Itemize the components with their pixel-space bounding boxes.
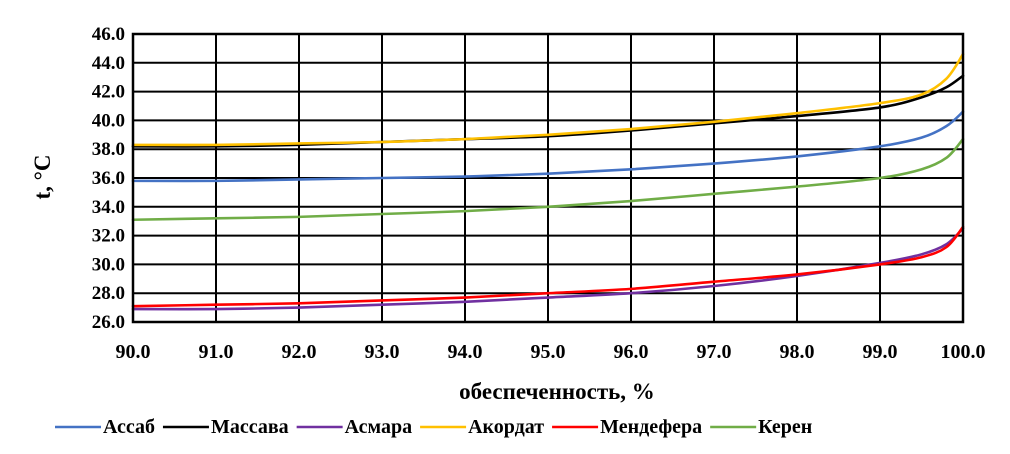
legend-item: Акордат — [420, 416, 544, 438]
series-line-Керен — [131, 137, 965, 222]
y-tick-label: 38.0 — [92, 139, 125, 160]
legend-label: Мендефера — [600, 416, 702, 438]
legend-item: Керен — [710, 416, 812, 438]
series-lines — [131, 52, 965, 311]
legend-item: Массава — [162, 416, 289, 438]
y-tick-label: 34.0 — [92, 197, 125, 218]
y-tick-label: 30.0 — [92, 254, 125, 275]
x-tick-label: 95.0 — [531, 341, 566, 363]
series-line-Акордат — [131, 52, 965, 147]
series-line-Ассаб — [131, 110, 965, 183]
series-line-Асмара — [131, 227, 965, 311]
legend-label: Асмара — [345, 416, 412, 438]
x-tick-label: 97.0 — [697, 341, 732, 363]
grid — [132, 33, 964, 323]
y-tick-label: 44.0 — [92, 53, 125, 74]
y-tick-label: 42.0 — [92, 82, 125, 103]
y-tick-label: 32.0 — [92, 226, 125, 247]
y-tick-label: 36.0 — [92, 168, 125, 189]
y-tick-label: 26.0 — [92, 312, 125, 333]
x-tick-label: 98.0 — [780, 341, 815, 363]
legend-label: Ассаб — [103, 416, 155, 438]
x-axis-title: обеспеченность, % — [459, 379, 655, 404]
plot-area-border — [131, 32, 965, 324]
x-tick-label: 96.0 — [614, 341, 649, 363]
y-tick-labels: 26.0 28.0 30.0 32.0 34.0 36.0 38.0 40.0 42.0 44.0… — [92, 24, 125, 333]
x-tick-label: 91.0 — [199, 341, 234, 363]
y-tick-label: 46.0 — [92, 24, 125, 45]
x-tick-label: 94.0 — [448, 341, 483, 363]
x-tick-label: 93.0 — [365, 341, 400, 363]
legend-item: Ассаб — [55, 416, 155, 438]
y-tick-label: 40.0 — [92, 110, 125, 131]
legend-item: Асмара — [296, 416, 412, 438]
x-tick-label: 99.0 — [863, 341, 898, 363]
x-tick-label: 90.0 — [116, 341, 151, 363]
legend: Ассаб Массава Асмара Акордат Мендефера Керен — [55, 416, 812, 438]
series-line-Мендефера — [131, 225, 965, 308]
legend-label: Массава — [211, 416, 289, 438]
y-tick-label: 28.0 — [92, 283, 125, 304]
legend-item: Мендефера — [552, 416, 702, 438]
legend-label: Акордат — [468, 416, 544, 438]
x-tick-labels: 90.0 91.0 92.0 93.0 94.0 95.0 96.0 97.0 98.0 99.0… — [116, 341, 986, 363]
plot-frame — [131, 32, 965, 324]
y-axis-title: t, °C — [30, 155, 55, 200]
series-line-Массава — [131, 74, 965, 148]
x-tick-label: 100.0 — [941, 341, 986, 363]
legend-label: Керен — [758, 416, 812, 438]
x-tick-label: 92.0 — [282, 341, 317, 363]
